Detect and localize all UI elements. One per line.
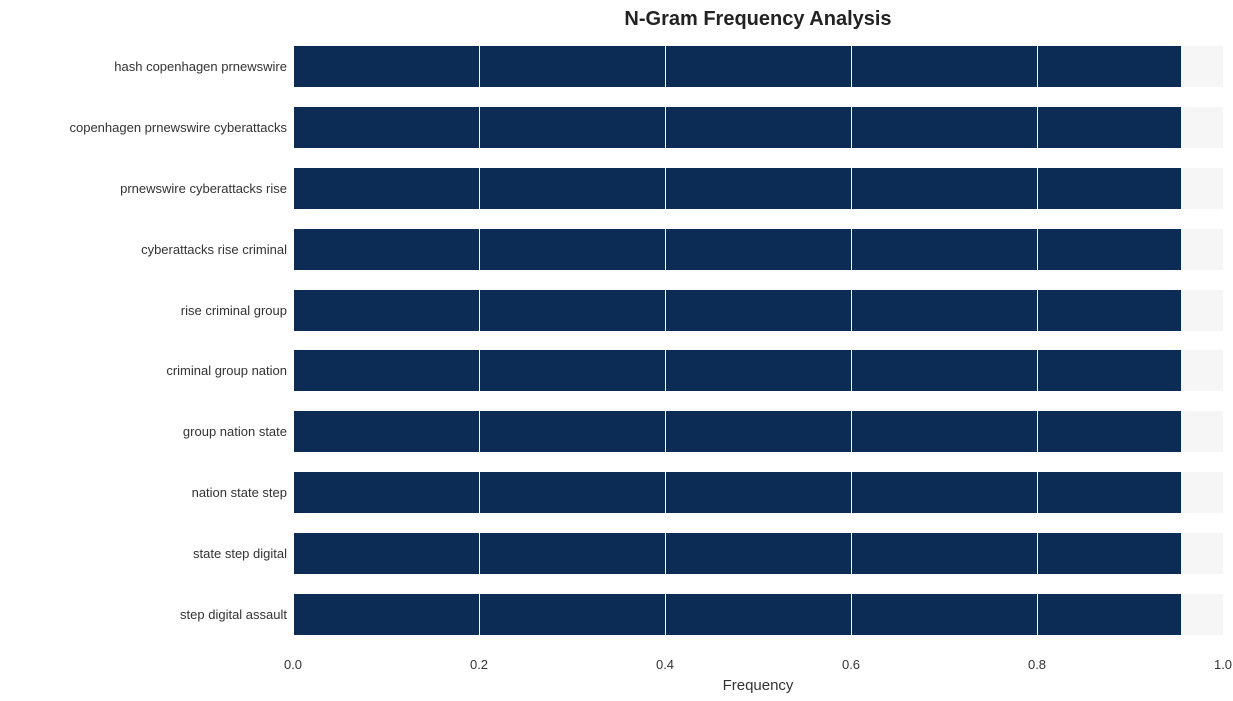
bar <box>293 168 1181 209</box>
bar <box>293 411 1181 452</box>
y-tick-label: prnewswire cyberattacks rise <box>9 168 287 209</box>
x-gridline <box>293 36 294 645</box>
y-tick-label: nation state step <box>9 472 287 513</box>
x-axis-title: Frequency <box>293 677 1223 694</box>
y-tick-label: rise criminal group <box>9 290 287 331</box>
x-gridline <box>479 36 480 645</box>
plot-area <box>293 36 1223 645</box>
x-tick-label: 0.0 <box>284 657 302 672</box>
y-tick-label: copenhagen prnewswire cyberattacks <box>9 107 287 148</box>
y-tick-label: group nation state <box>9 411 287 452</box>
ngram-chart: N-Gram Frequency Analysis Frequency hash… <box>0 0 1233 701</box>
x-tick-label: 1.0 <box>1214 657 1232 672</box>
y-tick-label: state step digital <box>9 533 287 574</box>
bar <box>293 290 1181 331</box>
x-tick-label: 0.2 <box>470 657 488 672</box>
chart-title: N-Gram Frequency Analysis <box>293 8 1223 31</box>
y-tick-label: criminal group nation <box>9 350 287 391</box>
bar <box>293 472 1181 513</box>
bar <box>293 350 1181 391</box>
bar <box>293 107 1181 148</box>
x-gridline <box>1037 36 1038 645</box>
x-tick-label: 0.8 <box>1028 657 1046 672</box>
x-tick-label: 0.4 <box>656 657 674 672</box>
x-gridline <box>851 36 852 645</box>
bar <box>293 229 1181 270</box>
y-tick-label: hash copenhagen prnewswire <box>9 46 287 87</box>
bar <box>293 533 1181 574</box>
y-tick-label: step digital assault <box>9 594 287 635</box>
x-tick-label: 0.6 <box>842 657 860 672</box>
bar <box>293 594 1181 635</box>
bar <box>293 46 1181 87</box>
x-gridline <box>1223 36 1224 645</box>
y-tick-label: cyberattacks rise criminal <box>9 229 287 270</box>
x-gridline <box>665 36 666 645</box>
